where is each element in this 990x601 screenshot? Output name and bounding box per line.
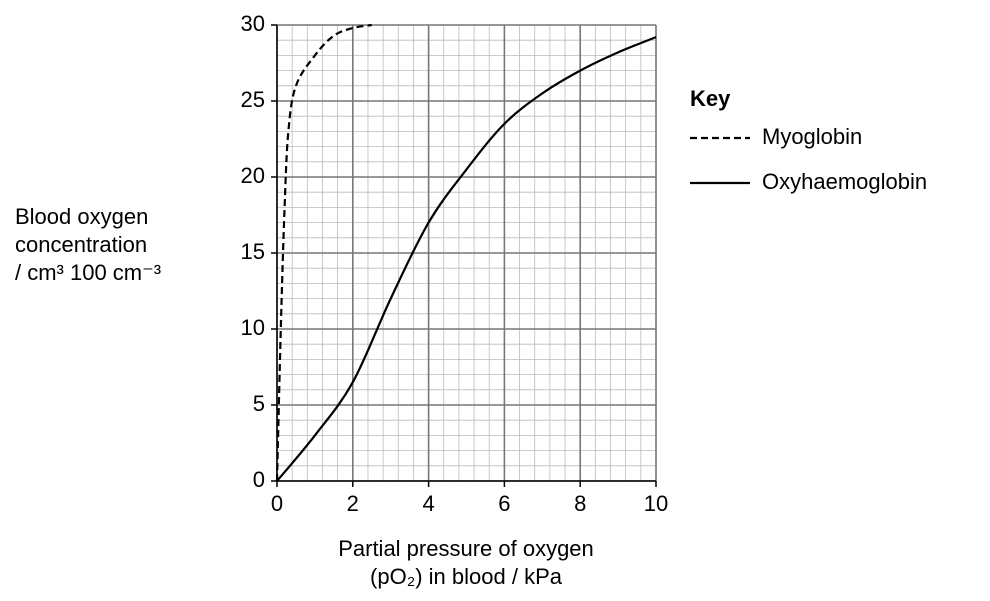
x-axis-label: (pO₂) in blood / kPa: [370, 564, 563, 589]
x-tick-label: 6: [498, 491, 510, 516]
x-tick-label: 8: [574, 491, 586, 516]
y-tick-label: 0: [253, 467, 265, 492]
x-tick-label: 0: [271, 491, 283, 516]
y-tick-label: 20: [241, 163, 265, 188]
y-tick-label: 10: [241, 315, 265, 340]
legend-label: Oxyhaemoglobin: [762, 169, 927, 194]
y-tick-label: 30: [241, 11, 265, 36]
legend-title: Key: [690, 86, 731, 111]
legend-label: Myoglobin: [762, 124, 862, 149]
y-axis-label: concentration: [15, 232, 147, 257]
y-axis-label: / cm³ 100 cm⁻³: [15, 260, 161, 285]
y-tick-label: 25: [241, 87, 265, 112]
series-line: [276, 36, 657, 482]
x-tick-label: 4: [422, 491, 434, 516]
y-tick-label: 5: [253, 391, 265, 416]
x-tick-label: 2: [347, 491, 359, 516]
y-axis-label: Blood oxygen: [15, 204, 148, 229]
x-tick-label: 10: [644, 491, 668, 516]
y-tick-label: 15: [241, 239, 265, 264]
x-axis-label: Partial pressure of oxygen: [338, 536, 594, 561]
series-line: [275, 23, 372, 482]
